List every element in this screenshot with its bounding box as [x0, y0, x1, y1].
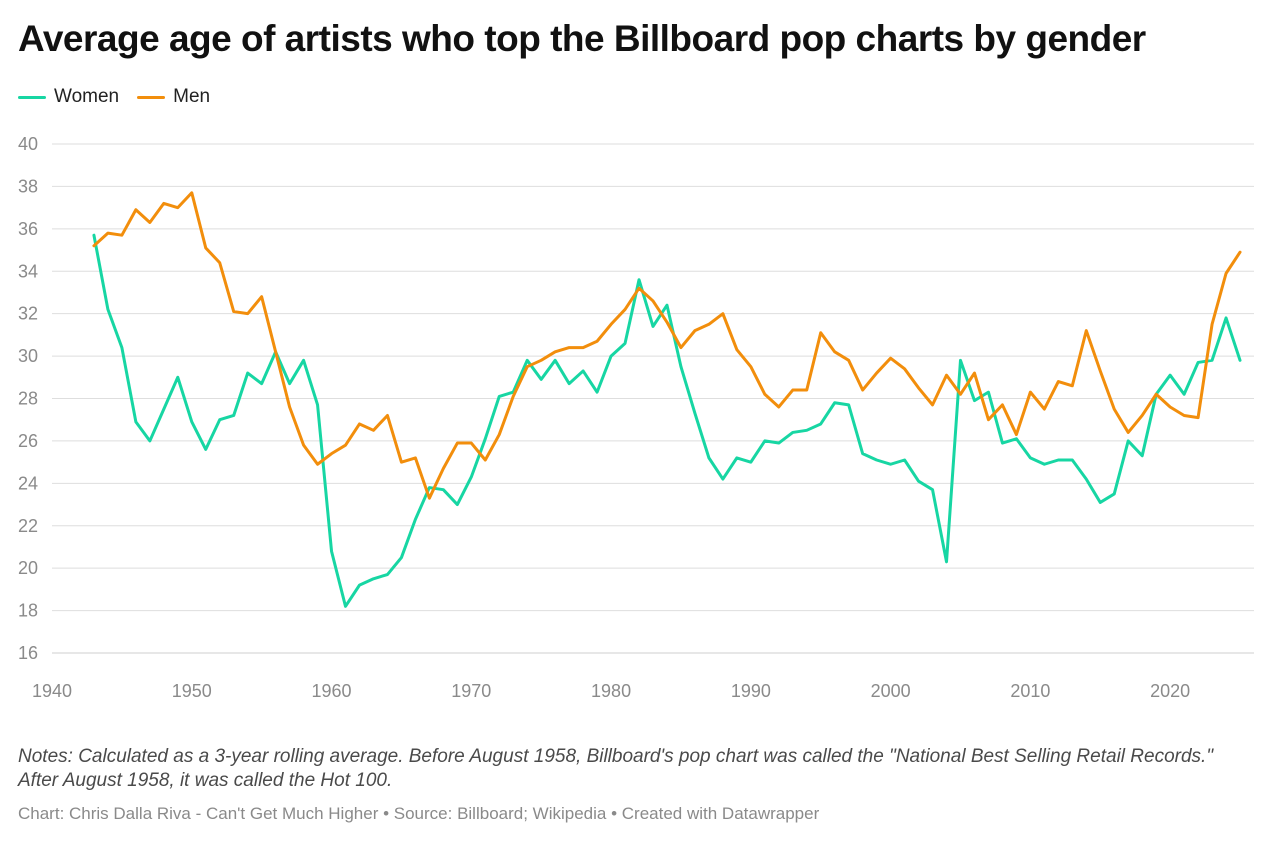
chart-notes: Notes: Calculated as a 3-year rolling av…: [18, 746, 1214, 791]
y-tick-label-20: 20: [18, 558, 38, 578]
y-tick-label-28: 28: [18, 389, 38, 409]
series-line-men: [92, 191, 1242, 500]
legend-swatch-women: [18, 95, 46, 99]
x-tick-label-1990: 1990: [731, 681, 771, 701]
y-tick-label-40: 40: [18, 134, 38, 154]
y-tick-label-36: 36: [18, 219, 38, 239]
chart-title: Average age of artists who top the Billb…: [18, 18, 1146, 59]
x-tick-label-1970: 1970: [451, 681, 491, 701]
x-tick-label-2000: 2000: [871, 681, 911, 701]
y-tick-label-30: 30: [18, 346, 38, 366]
chart-legend: Women Men: [18, 86, 210, 108]
y-tick-label-18: 18: [18, 601, 38, 621]
y-tick-label-22: 22: [18, 516, 38, 536]
legend-label-men: Men: [173, 86, 211, 107]
chart-credit: Chart: Chris Dalla Riva - Can't Get Much…: [18, 804, 820, 823]
x-tick-label-2010: 2010: [1010, 681, 1050, 701]
y-tick-label-24: 24: [18, 473, 38, 493]
y-tick-label-38: 38: [18, 176, 38, 196]
y-tick-label-34: 34: [18, 261, 38, 281]
legend-item-women: Women: [18, 86, 119, 108]
y-tick-label-32: 32: [18, 304, 38, 324]
y-tick-label-26: 26: [18, 431, 38, 451]
x-tick-label-1980: 1980: [591, 681, 631, 701]
legend-item-men: Men: [137, 86, 210, 108]
y-tick-label-16: 16: [18, 643, 38, 663]
legend-swatch-men: [137, 95, 166, 99]
series-line-women: [92, 233, 1242, 608]
legend-label-women: Women: [54, 86, 120, 107]
x-tick-label-2020: 2020: [1150, 681, 1190, 701]
x-tick-label-1940: 1940: [32, 681, 72, 701]
x-tick-label-1950: 1950: [172, 681, 212, 701]
line-chart: 16 18 20 22 24 26 28 30 32 34 36 38 40 1940 1950 1960 19…: [18, 134, 1254, 701]
x-tick-label-1960: 1960: [312, 681, 352, 701]
